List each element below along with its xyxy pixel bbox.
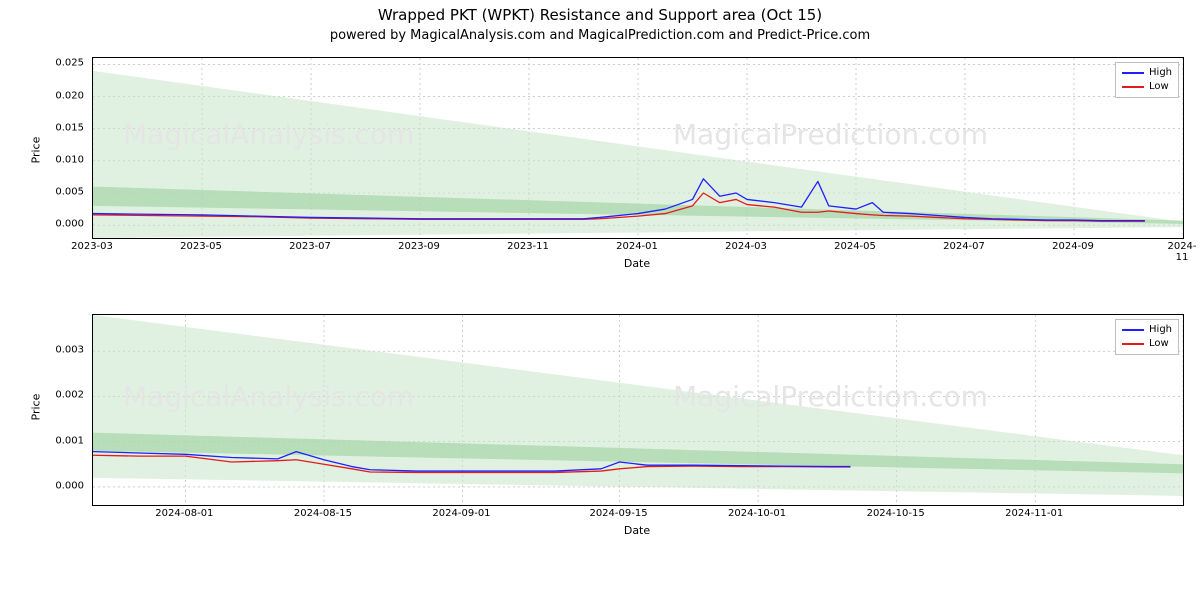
chart-title: Wrapped PKT (WPKT) Resistance and Suppor… [0, 6, 1200, 24]
panel2-legend: High Low [1115, 319, 1179, 355]
xtick-label: 2023-03 [71, 241, 113, 252]
legend-label-low: Low [1149, 80, 1169, 94]
ytick-label: 0.000 [20, 480, 84, 491]
legend-row-high: High [1122, 66, 1172, 80]
legend-line-low-icon [1122, 343, 1144, 345]
panel2-plot-area: MagicalAnalysis.com MagicalPrediction.co… [92, 314, 1184, 506]
ytick-label: 0.000 [20, 219, 84, 230]
legend-label-high: High [1149, 323, 1172, 337]
xtick-label: 2023-05 [180, 241, 222, 252]
panel-1: Price 0.0000.0050.0100.0150.0200.025 Mag… [20, 47, 1200, 292]
xtick-label: 2024-08-01 [155, 508, 213, 519]
panel2-xticks: 2024-08-01 2024-08-15 2024-09-01 2024-09-15… [92, 506, 1182, 522]
xtick-label: 2024-09 [1052, 241, 1094, 252]
chart-subtitle: powered by MagicalAnalysis.com and Magic… [0, 28, 1200, 43]
panel1-plot-area: MagicalAnalysis.com MagicalPrediction.co… [92, 57, 1184, 239]
xtick-label: 2024-07 [943, 241, 985, 252]
legend-row-low: Low [1122, 337, 1172, 351]
xtick-label: 2023-09 [398, 241, 440, 252]
legend-row-low: Low [1122, 80, 1172, 94]
xtick-label: 2024-11-01 [1005, 508, 1063, 519]
xtick-label: 2023-07 [289, 241, 331, 252]
panel1-xlabel: Date [92, 257, 1182, 270]
xtick-label: 2024-09-01 [432, 508, 490, 519]
ytick-label: 0.015 [20, 122, 84, 133]
legend-row-high: High [1122, 323, 1172, 337]
xtick-label: 2024-01 [616, 241, 658, 252]
ytick-label: 0.002 [20, 390, 84, 401]
ytick-label: 0.025 [20, 58, 84, 69]
legend-line-low-icon [1122, 86, 1144, 88]
xtick-label: 2024-10-01 [728, 508, 786, 519]
xtick-label: 2024-10-15 [867, 508, 925, 519]
panel-2: Price 0.0000.0010.0020.003 MagicalAnalys… [20, 304, 1200, 564]
panel1-legend: High Low [1115, 62, 1179, 98]
legend-line-high-icon [1122, 329, 1144, 331]
chart-container: Wrapped PKT (WPKT) Resistance and Suppor… [0, 6, 1200, 606]
ytick-label: 0.003 [20, 345, 84, 356]
panel1-svg [93, 58, 1183, 238]
panel2-yticks: 0.000 0.001 0.002 0.003 [20, 314, 88, 504]
xtick-label: 2024-08-15 [294, 508, 352, 519]
legend-label-high: High [1149, 66, 1172, 80]
xtick-label: 2024-05 [834, 241, 876, 252]
ytick-label: 0.005 [20, 187, 84, 198]
panel1-yticks: 0.000 0.005 0.010 0.015 0.020 0.025 [20, 57, 88, 237]
panel1-xticks: 2023-032023-052023-072023-092023-112024-… [92, 239, 1182, 255]
xtick-label: 2023-11 [507, 241, 549, 252]
panel2-xlabel: Date [92, 524, 1182, 537]
xtick-label: 2024-09-15 [589, 508, 647, 519]
xtick-label: 2024-03 [725, 241, 767, 252]
panel2-svg [93, 315, 1183, 505]
ytick-label: 0.001 [20, 435, 84, 446]
ytick-label: 0.010 [20, 154, 84, 165]
legend-label-low: Low [1149, 337, 1169, 351]
ytick-label: 0.020 [20, 90, 84, 101]
legend-line-high-icon [1122, 72, 1144, 74]
